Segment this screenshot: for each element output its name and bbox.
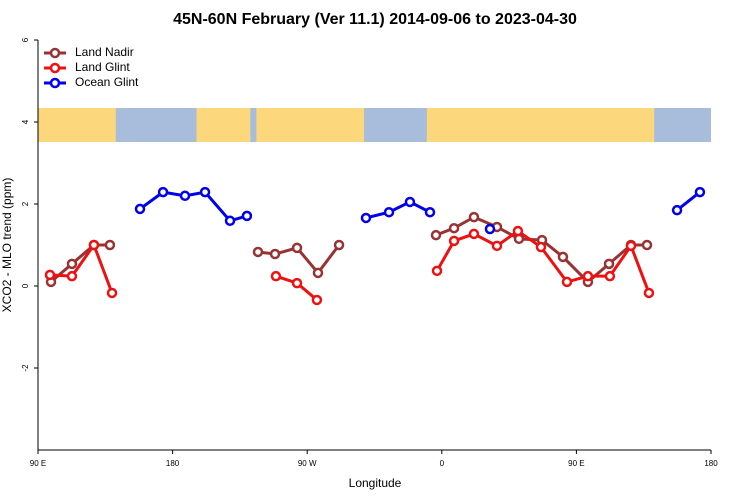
data-point — [333, 239, 345, 251]
data-point — [270, 270, 282, 282]
legend-label: Land Nadir — [75, 45, 134, 59]
data-point — [157, 186, 169, 198]
data-point — [468, 211, 480, 223]
x-tick-label: 90 E — [568, 459, 584, 468]
data-point — [431, 265, 443, 277]
data-point — [643, 287, 655, 299]
data-point — [448, 235, 460, 247]
series-line — [49, 241, 114, 294]
map-land — [256, 108, 365, 142]
data-point — [179, 190, 191, 202]
legend-marker — [49, 47, 61, 59]
x-tick-label: 0 — [440, 459, 445, 468]
data-point — [311, 294, 323, 306]
data-point — [430, 229, 442, 241]
series-line — [365, 200, 431, 220]
map-land — [38, 108, 116, 142]
data-point — [66, 258, 78, 270]
data-point — [312, 267, 324, 279]
x-tick-label: 90 E — [30, 459, 46, 468]
data-point — [104, 239, 116, 251]
y-tick-label: -2 — [21, 364, 30, 372]
data-point — [625, 240, 637, 252]
series-line — [50, 243, 110, 284]
map-band — [38, 108, 711, 142]
data-point — [291, 242, 303, 254]
x-axis-label: Longitude — [349, 476, 402, 490]
data-point — [134, 203, 146, 215]
data-point — [224, 215, 236, 227]
data-point — [604, 270, 616, 282]
legend-marker — [49, 62, 61, 74]
map-land — [426, 108, 655, 142]
data-point — [491, 240, 503, 252]
x-tick-label: 90 W — [298, 459, 317, 468]
data-point — [641, 239, 653, 251]
data-point — [360, 212, 372, 224]
legend-marker — [49, 77, 61, 89]
y-axis-label: XCO2 - MLO trend (ppm) — [0, 178, 14, 313]
data-point — [694, 186, 706, 198]
data-point — [66, 270, 78, 282]
chart-title: 45N-60N February (Ver 11.1) 2014-09-06 t… — [173, 11, 577, 28]
x-tick-label: 180 — [166, 459, 180, 468]
data-point — [424, 206, 436, 218]
data-point — [383, 206, 395, 218]
data-point — [106, 287, 118, 299]
data-point — [557, 251, 569, 263]
legend-label: Ocean Glint — [75, 75, 139, 89]
data-point — [484, 223, 496, 235]
data-point — [241, 210, 253, 222]
y-tick-label: 0 — [21, 283, 30, 288]
data-point — [88, 239, 100, 251]
data-point — [468, 228, 480, 240]
map-land — [196, 108, 251, 142]
data-point — [582, 270, 594, 282]
y-tick-label: 2 — [21, 201, 30, 206]
data-point — [404, 196, 416, 208]
data-point — [561, 276, 573, 288]
data-point — [603, 258, 615, 270]
x-tick-label: 180 — [704, 459, 718, 468]
data-point — [671, 204, 683, 216]
data-point — [269, 248, 281, 260]
data-point — [448, 222, 460, 234]
data-point — [199, 186, 211, 198]
data-point — [291, 277, 303, 289]
data-point — [252, 246, 264, 258]
data-point — [535, 241, 547, 253]
data-point — [512, 225, 524, 237]
data-point — [44, 269, 56, 281]
y-tick-label: 6 — [21, 37, 30, 42]
legend-label: Land Glint — [75, 60, 130, 74]
y-tick-label: 4 — [21, 119, 30, 124]
